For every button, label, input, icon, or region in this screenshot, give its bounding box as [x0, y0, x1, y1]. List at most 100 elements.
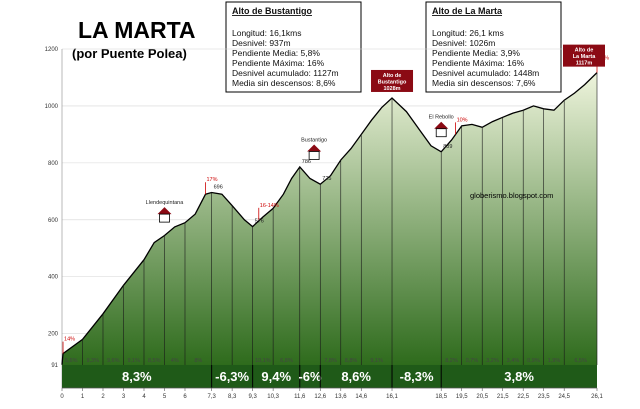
x-tick-label: 18,5 [435, 394, 447, 400]
house-icon [157, 207, 172, 223]
segment-grade-label: 8,8% [345, 358, 358, 364]
section-grade-label: 3,8% [504, 369, 534, 384]
info-box-bustantigo-line-3: Pendiente Media: 5,8% [232, 48, 320, 58]
watermark-text: globerismo.blogspot.com [470, 191, 553, 200]
x-tick-label: 4 [142, 394, 146, 400]
section-grade-label: 8,3% [122, 369, 152, 384]
segment-grade-label: 0,7% [466, 358, 479, 364]
info-box-bustantigo-line-2: Desnivel: 937m [232, 38, 291, 48]
house-roof [157, 207, 172, 215]
profile-line [61, 72, 598, 365]
x-tick-label: 12,6 [314, 394, 326, 400]
peak-label-line: Alto de [575, 48, 594, 54]
x-tick-label: 1 [81, 394, 85, 400]
place-label: Bustantigo [301, 137, 327, 143]
info-box-bustantigo-line-5: Desnivel acumulado: 1127m [232, 68, 339, 78]
house-icon [307, 144, 322, 160]
section-grade-label: 9,4% [261, 369, 291, 384]
info-box-marta-line-1: Longitud: 26,1 kms [432, 28, 504, 38]
section-grade-label: -6% [298, 369, 322, 384]
y-tick-label: 1200 [45, 47, 59, 53]
info-box-marta: Alto de La Marta Longitud: 26,1 kms Desn… [425, 1, 562, 93]
x-tick-label: 2 [101, 394, 105, 400]
altitude-point-label: 725 [322, 176, 331, 182]
house-body [435, 128, 447, 138]
info-box-marta-line-2: Desnivel: 1026m [432, 38, 495, 48]
segment-grade-label: 6,8% [280, 358, 293, 364]
max-grade-label: 10% [457, 117, 468, 123]
house-icon [434, 121, 449, 138]
x-tick-label: 16,1 [386, 394, 398, 400]
section-grade-label: -6,3% [215, 369, 249, 384]
segment-grade-label: 9,6% [107, 358, 120, 364]
info-box-marta-heading: Alto de La Marta [432, 6, 503, 16]
altitude-point-label: 786 [302, 159, 311, 165]
x-tick-label: 22,5 [517, 394, 529, 400]
place-label: El Rebollo [429, 115, 454, 121]
max-grade-label: 17% [206, 177, 217, 183]
x-tick-label: 11,6 [294, 394, 306, 400]
segment-grade-label: 5,6% [65, 358, 78, 364]
y-tick-label: 600 [48, 218, 59, 224]
annotations: 696 576 786 725 839 Llendequintana Bustantigo E… [62, 44, 609, 354]
x-tick-label: 7,3 [207, 394, 216, 400]
peak-label-line: 1028m [383, 86, 400, 92]
x-tick-label: 24,5 [558, 394, 570, 400]
segment-grade-label: 9,1% [127, 358, 140, 364]
max-grade-label: 14% [64, 337, 75, 343]
house-roof [307, 144, 322, 152]
altitude-point-label: 839 [443, 144, 452, 150]
x-tick-label: 5 [163, 394, 167, 400]
peak-label-box [563, 44, 605, 67]
x-tick-label: 6 [183, 394, 187, 400]
altitude-point-label: 576 [255, 219, 264, 225]
x-tick-label: 0 [60, 394, 64, 400]
segment-grade-label: 3,4% [507, 358, 520, 364]
segment-grade-label: 8,2% [445, 358, 458, 364]
chart-title: LA MARTA [78, 17, 196, 43]
segment-dividers [61, 72, 598, 365]
section-grade-label: 8,6% [341, 369, 371, 384]
house-body [159, 213, 170, 223]
x-tick-label: 9,3 [248, 394, 257, 400]
segment-grade-label: 8% [194, 358, 202, 364]
y-baseline-label: 91 [51, 363, 58, 369]
info-box-marta-line-4: Pendiente Máxima: 16% [432, 58, 525, 68]
peak-label-box [371, 69, 414, 92]
info-box-bustantigo-frame [225, 1, 362, 93]
x-tick-label: 20,5 [476, 394, 488, 400]
y-tick-label: 800 [48, 161, 59, 167]
x-tick-label: 19,5 [456, 394, 468, 400]
info-box-bustantigo-heading: Alto de Bustantigo [232, 6, 312, 16]
x-tick-label: 23,5 [538, 394, 550, 400]
segment-grade-label: 1,9% [548, 358, 561, 364]
info-box-bustantigo-line-1: Longitud: 16,1kms [232, 28, 301, 38]
peak-label-line: Bustantigo [378, 79, 407, 85]
y-axis: 200 400 600 800 1000 1200 91 [45, 47, 63, 388]
grade-bar: 8,3% -6,3% 9,4% -6% 8,6% -8,3% 3,8% [62, 365, 597, 388]
info-box-bustantigo-line-4: Pendiente Máxima: 16% [232, 58, 325, 68]
x-tick-label: 26,1 [591, 394, 603, 400]
house-body [308, 151, 320, 160]
info-box-marta-line-5: Desnivel acumulado: 1448m [432, 68, 539, 78]
segment-grade-label: 6,5% [574, 358, 587, 364]
info-box-marta-line-3: Pendiente Media: 3,9% [432, 48, 520, 58]
altitude-point-label: 696 [214, 184, 223, 190]
x-tick-label: 21,5 [497, 394, 509, 400]
segment-grade-label: 7,8% [324, 358, 337, 364]
x-tick-label: 10,3 [267, 394, 279, 400]
info-box-marta-line-6: Media sin descensos: 7,6% [432, 78, 536, 88]
x-tick-label: 14,6 [355, 394, 367, 400]
peak-label-line: 1117m [576, 61, 593, 67]
place-label: Llendequintana [146, 200, 185, 206]
peak-label-line: La Marta [573, 54, 597, 60]
segment-grade-label: 8,5% [148, 358, 161, 364]
segment-grade-label: 9,1% [370, 358, 383, 364]
chart-subtitle: (por Puente Polea) [72, 46, 187, 61]
segment-grades: 5,6% 9,3% 9,6% 9,1% 8,5% 4% 8% 10,1% 6,8% 7,8% 8,8… [65, 358, 587, 364]
segment-grade-label: 3,2% [486, 358, 499, 364]
peak-label-line: Alto de [383, 73, 402, 79]
x-tick-label: 3 [122, 394, 126, 400]
x-tick-label: 13,6 [335, 394, 347, 400]
